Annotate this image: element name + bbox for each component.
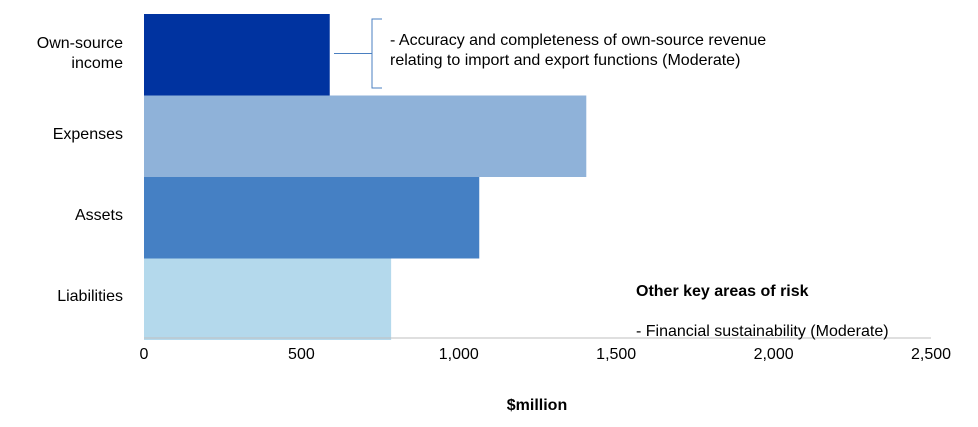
other-risks-box: Other key areas of risk - Financial sust… (636, 262, 966, 362)
category-label-expenses: Expenses (52, 126, 123, 143)
x-tick-label: 1,000 (438, 346, 479, 363)
x-tick-label: 500 (288, 346, 315, 363)
income-risk-annotation: - Accuracy and completeness of own-sourc… (390, 32, 767, 69)
bar-expenses (144, 95, 587, 177)
category-label-own-source-income: Own-source income (36, 35, 123, 72)
income-bracket (334, 18, 382, 89)
bar-own-source-income (144, 14, 330, 96)
bar-liabilities (144, 258, 392, 340)
bar-assets (144, 177, 480, 259)
category-label-liabilities: Liabilities (57, 288, 123, 305)
x-tick-label: 2,000 (753, 346, 794, 363)
category-label-assets: Assets (74, 207, 123, 224)
x-axis-label: $million (506, 397, 568, 414)
x-tick-label: 0 (139, 346, 149, 363)
x-tick-label: 1,500 (596, 346, 637, 363)
other-risks-title: Other key areas of risk (636, 283, 809, 300)
x-tick-label: 2,500 (910, 346, 952, 363)
other-risks-item: - Financial sustainability (Moderate) (636, 323, 889, 340)
